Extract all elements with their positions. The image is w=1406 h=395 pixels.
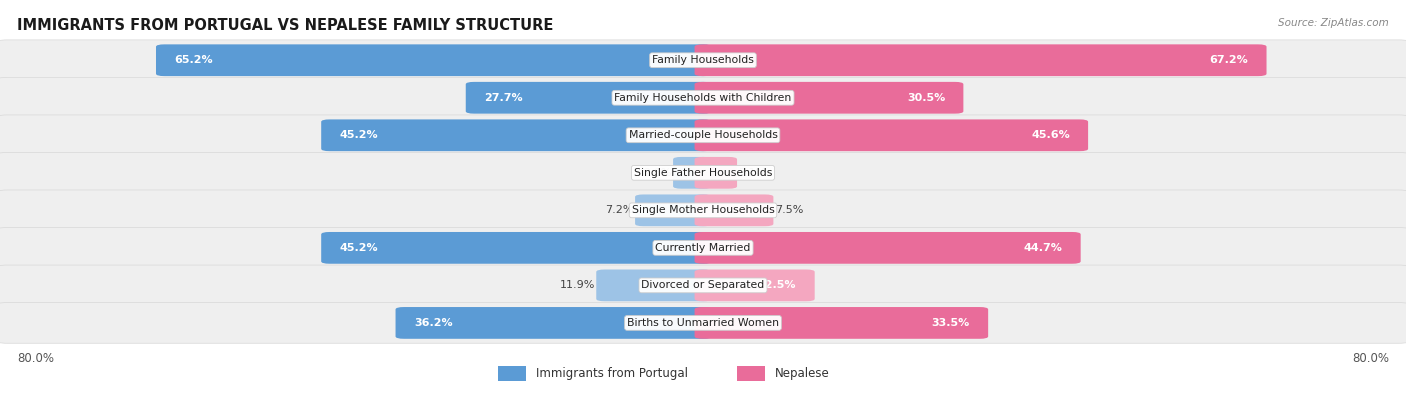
Text: 7.5%: 7.5%: [775, 205, 803, 215]
Text: Births to Unmarried Women: Births to Unmarried Women: [627, 318, 779, 328]
Text: 67.2%: 67.2%: [1209, 55, 1249, 65]
Text: 45.2%: 45.2%: [339, 243, 378, 253]
Text: 2.6%: 2.6%: [644, 168, 672, 178]
Text: IMMIGRANTS FROM PORTUGAL VS NEPALESE FAMILY STRUCTURE: IMMIGRANTS FROM PORTUGAL VS NEPALESE FAM…: [17, 18, 553, 33]
FancyBboxPatch shape: [636, 194, 711, 226]
FancyBboxPatch shape: [0, 115, 1406, 156]
FancyBboxPatch shape: [321, 119, 711, 151]
Text: Single Mother Households: Single Mother Households: [631, 205, 775, 215]
FancyBboxPatch shape: [695, 307, 988, 339]
Text: 33.5%: 33.5%: [932, 318, 970, 328]
Text: Married-couple Households: Married-couple Households: [628, 130, 778, 140]
FancyBboxPatch shape: [695, 157, 737, 189]
FancyBboxPatch shape: [695, 44, 1267, 76]
Text: 44.7%: 44.7%: [1024, 243, 1063, 253]
Text: Immigrants from Portugal: Immigrants from Portugal: [536, 367, 688, 380]
Text: 36.2%: 36.2%: [413, 318, 453, 328]
Text: Family Households: Family Households: [652, 55, 754, 65]
FancyBboxPatch shape: [498, 366, 526, 381]
FancyBboxPatch shape: [695, 119, 1088, 151]
FancyBboxPatch shape: [0, 303, 1406, 343]
FancyBboxPatch shape: [395, 307, 711, 339]
FancyBboxPatch shape: [695, 82, 963, 114]
Text: Divorced or Separated: Divorced or Separated: [641, 280, 765, 290]
Text: 12.5%: 12.5%: [758, 280, 796, 290]
Text: 3.1%: 3.1%: [738, 168, 766, 178]
FancyBboxPatch shape: [695, 269, 814, 301]
Text: 80.0%: 80.0%: [1353, 352, 1389, 365]
Text: 27.7%: 27.7%: [484, 93, 523, 103]
Text: Single Father Households: Single Father Households: [634, 168, 772, 178]
Text: 7.2%: 7.2%: [605, 205, 634, 215]
Text: Source: ZipAtlas.com: Source: ZipAtlas.com: [1278, 18, 1389, 28]
FancyBboxPatch shape: [0, 40, 1406, 81]
FancyBboxPatch shape: [465, 82, 711, 114]
FancyBboxPatch shape: [156, 44, 711, 76]
FancyBboxPatch shape: [695, 194, 773, 226]
Text: Nepalese: Nepalese: [775, 367, 830, 380]
Text: 45.6%: 45.6%: [1031, 130, 1070, 140]
Text: Family Households with Children: Family Households with Children: [614, 93, 792, 103]
FancyBboxPatch shape: [321, 232, 711, 264]
FancyBboxPatch shape: [737, 366, 765, 381]
FancyBboxPatch shape: [0, 152, 1406, 193]
FancyBboxPatch shape: [673, 157, 711, 189]
Text: 65.2%: 65.2%: [174, 55, 212, 65]
FancyBboxPatch shape: [596, 269, 711, 301]
Text: 45.2%: 45.2%: [339, 130, 378, 140]
Text: 11.9%: 11.9%: [560, 280, 595, 290]
Text: 30.5%: 30.5%: [907, 93, 945, 103]
Text: Currently Married: Currently Married: [655, 243, 751, 253]
FancyBboxPatch shape: [0, 265, 1406, 306]
Text: 80.0%: 80.0%: [17, 352, 53, 365]
FancyBboxPatch shape: [0, 190, 1406, 231]
FancyBboxPatch shape: [0, 77, 1406, 118]
FancyBboxPatch shape: [695, 232, 1081, 264]
FancyBboxPatch shape: [0, 228, 1406, 268]
